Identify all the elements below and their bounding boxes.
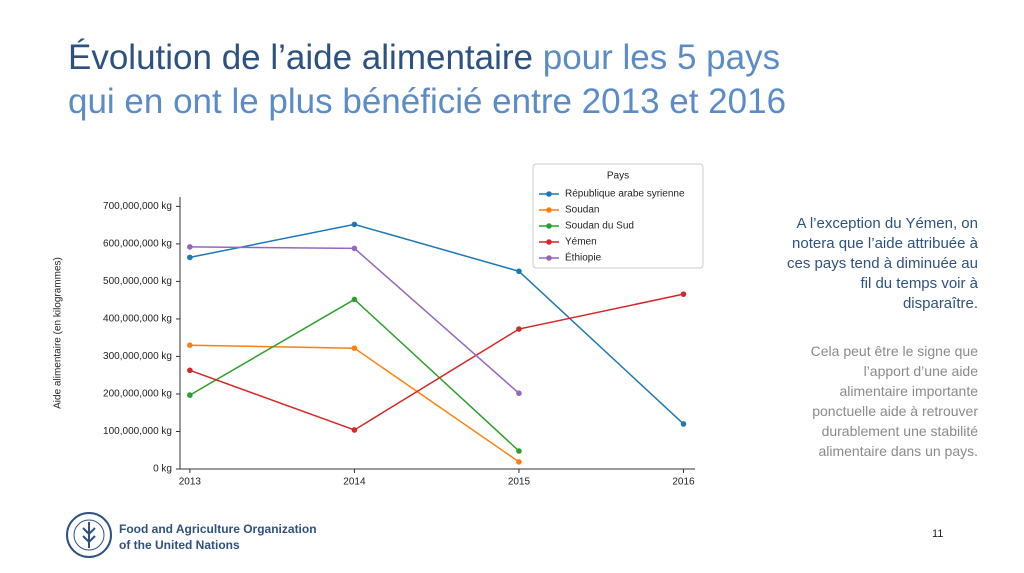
- organization: Food and Agriculture Organization of the…: [119, 521, 317, 553]
- y-tick-label: 200,000,000 kg: [103, 389, 172, 400]
- page-number: 11: [932, 528, 944, 540]
- data-point: [187, 342, 193, 348]
- y-tick-label: 400,000,000 kg: [103, 314, 172, 325]
- x-tick-label: 2014: [343, 477, 366, 488]
- y-axis-label: Aide alimentaire (en kilogrammes): [53, 257, 64, 409]
- data-point: [351, 427, 358, 433]
- legend-label: Éthiopie: [565, 251, 602, 264]
- data-point: [187, 254, 193, 261]
- org-line: Food and Agriculture Organization: [119, 522, 317, 536]
- text-line: ces pays tend à diminuée au: [787, 255, 978, 272]
- legend-label: République arabe syrienne: [565, 189, 685, 200]
- legend-label: Soudan: [565, 205, 599, 216]
- series-line: [189, 293, 684, 431]
- y-tick-label: 0 kg: [153, 464, 172, 475]
- data-point: [351, 245, 358, 252]
- text-line: A l’exception du Yémen, on: [796, 215, 978, 232]
- legend-marker: [546, 223, 552, 229]
- data-point: [680, 421, 687, 427]
- data-point: [187, 392, 193, 398]
- title-part: qui en ont le plus bénéficié entre 2013 …: [68, 82, 787, 121]
- y-tick-label: 600,000,000 kg: [103, 239, 172, 250]
- highlight-text: A l’exception du Yémen, on notera que l’a…: [787, 214, 978, 314]
- data-point: [516, 390, 522, 397]
- legend-box: [532, 163, 704, 269]
- y-tick-label: 500,000,000 kg: [103, 276, 172, 287]
- x-tick-label: 2015: [508, 477, 531, 488]
- note-text: Cela peut être le signe que l’apport d’un…: [811, 341, 978, 461]
- title-emphasis: Évolution de l’aide alimentaire: [68, 38, 533, 77]
- data-point: [351, 221, 358, 228]
- text-line: alimentaire dans un pays.: [818, 443, 978, 459]
- legend-marker: [546, 239, 552, 245]
- text-line: l’apport d’une aide: [863, 363, 978, 379]
- legend-label: Soudan du Sud: [565, 221, 634, 232]
- text-line: disparaître.: [902, 295, 978, 312]
- data-point: [516, 268, 522, 275]
- legend-title: Pays: [607, 171, 629, 182]
- data-point: [187, 367, 193, 374]
- data-point: [351, 345, 358, 351]
- data-point: [516, 448, 522, 454]
- logo: [66, 512, 112, 558]
- text-line: fil du temps voir à: [860, 275, 978, 292]
- title-part: pour les 5 pays: [542, 38, 781, 77]
- data-point: [516, 326, 522, 332]
- legend-marker: [546, 207, 552, 213]
- data-point: [351, 296, 358, 303]
- series-line: [189, 223, 684, 425]
- y-tick-label: 300,000,000 kg: [103, 351, 172, 362]
- slide-title: Évolution de l’aide alimentaire pour les…: [68, 36, 786, 124]
- text-line: alimentaire importante: [839, 383, 978, 399]
- x-tick-label: 2016: [672, 477, 695, 488]
- y-tick-label: 100,000,000 kg: [103, 426, 172, 437]
- y-tick-label: 700,000,000 kg: [103, 201, 172, 212]
- data-point: [516, 459, 522, 465]
- data-point: [680, 291, 687, 297]
- data-point: [187, 244, 193, 250]
- org-line: of the United Nations: [119, 538, 240, 552]
- text-line: durablement une stabilité: [821, 423, 978, 439]
- text-line: ponctuelle aide à retrouver: [812, 403, 978, 419]
- legend-marker: [546, 191, 552, 197]
- text-line: Cela peut être le signe que: [810, 343, 978, 359]
- legend-marker: [546, 255, 552, 261]
- x-tick-label: 2013: [179, 477, 202, 488]
- text-line: notera que l’aide attribuée à: [792, 235, 978, 252]
- legend-label: Yémen: [565, 237, 597, 248]
